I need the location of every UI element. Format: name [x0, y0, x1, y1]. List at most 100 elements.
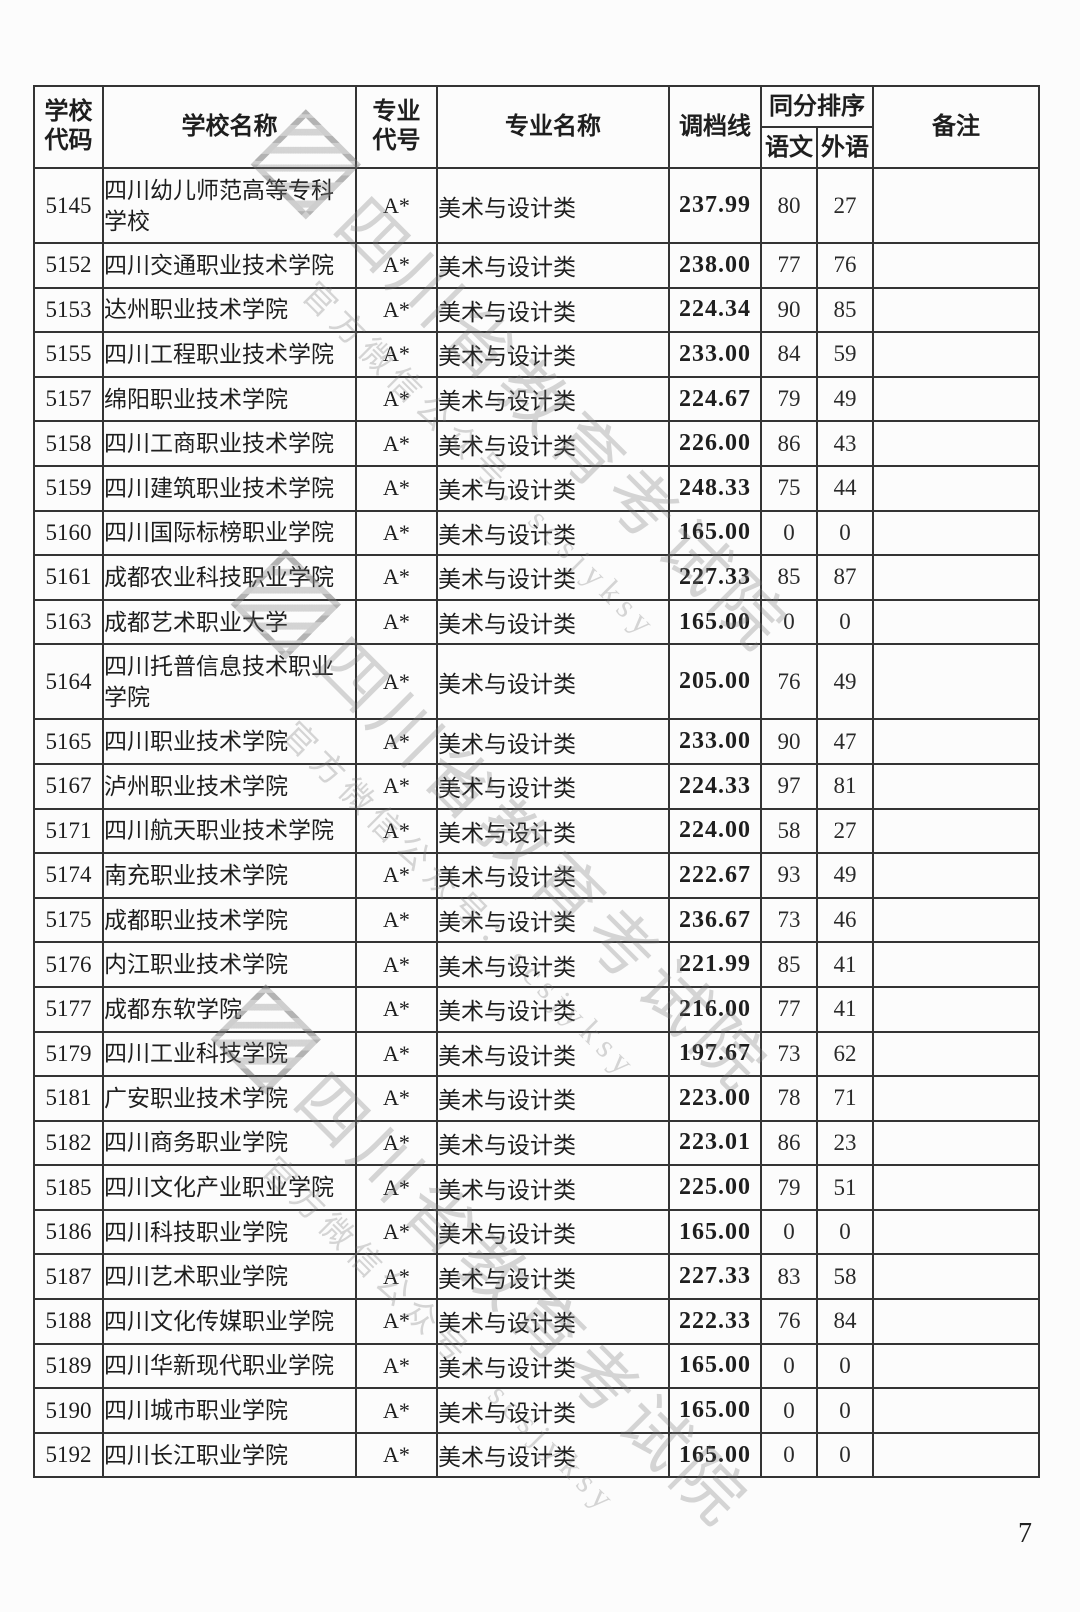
- table-header-row-2: 语文 外语: [34, 126, 1039, 169]
- cell-school-code: 5167: [33, 762, 104, 810]
- cell-school-name: 成都职业技术学院: [102, 896, 357, 944]
- cell-school-name: 四川幼儿师范高等专科学校: [102, 167, 357, 244]
- cell-cutoff: 165.00: [668, 1208, 762, 1256]
- cell-school-code: 5174: [33, 852, 104, 899]
- cell-chinese-score: 86: [760, 420, 818, 467]
- table-row: 5159 四川建筑职业技术学院 A* 美术与设计类 248.33 75 44: [33, 464, 1040, 512]
- cell-school-code: 5145: [33, 167, 104, 244]
- score-table-body: 5145 四川幼儿师范高等专科学校 A* 美术与设计类 237.99 80 27 5152 四川…: [33, 167, 1040, 1479]
- cell-major-code: A*: [355, 762, 438, 810]
- table-row: 5161 成都农业科技职业学院 A* 美术与设计类 227.33 85 87: [33, 554, 1040, 601]
- header-major-code: 专业代号: [355, 85, 438, 169]
- cell-foreign-score: 0: [816, 1342, 874, 1390]
- cell-note: [872, 464, 1040, 512]
- cell-cutoff: 223.00: [668, 1075, 762, 1122]
- cell-major-name: 美术与设计类: [436, 762, 670, 810]
- cell-school-name: 四川工商职业技术学院: [102, 420, 357, 467]
- cell-cutoff: 224.33: [668, 762, 762, 810]
- header-major-code-label: 专业代号: [372, 99, 421, 154]
- cell-note: [872, 1164, 1040, 1211]
- table-row: 5186 四川科技职业学院 A* 美术与设计类 165.00 0 0: [33, 1208, 1040, 1256]
- cell-major-code: A*: [355, 1298, 438, 1345]
- cell-major-name: 美术与设计类: [436, 1387, 670, 1434]
- cell-cutoff: 224.34: [668, 286, 762, 334]
- cell-note: [872, 643, 1040, 721]
- cell-chinese-score: 0: [760, 1342, 818, 1390]
- header-note: 备注: [872, 85, 1040, 169]
- table-row: 5165 四川职业技术学院 A* 美术与设计类 233.00 90 47: [33, 718, 1040, 765]
- cell-note: [872, 852, 1040, 899]
- cell-school-code: 5177: [33, 985, 104, 1033]
- cell-foreign-score: 81: [816, 762, 874, 810]
- cell-major-code: A*: [355, 1075, 438, 1122]
- cell-major-code: A*: [355, 985, 438, 1033]
- cell-foreign-score: 41: [816, 941, 874, 988]
- table-header: 学校代码 学校名称 专业代号 专业名称 调档线 同分排序 备注 语文 外语: [33, 85, 1040, 169]
- cell-school-code: 5157: [33, 375, 104, 423]
- cell-major-name: 美术与设计类: [436, 464, 670, 512]
- cell-note: [872, 509, 1040, 557]
- table-row: 5155 四川工程职业技术学院 A* 美术与设计类 233.00 84 59: [33, 331, 1040, 378]
- cell-major-name: 美术与设计类: [436, 1431, 670, 1479]
- cell-school-code: 5182: [33, 1119, 104, 1167]
- table-row: 5192 四川长江职业学院 A* 美术与设计类 165.00 0 0: [33, 1431, 1040, 1479]
- cell-major-code: A*: [355, 375, 438, 423]
- cell-school-name: 内江职业技术学院: [102, 941, 357, 988]
- cell-major-code: A*: [355, 852, 438, 899]
- cell-note: [872, 941, 1040, 988]
- table-row: 5163 成都艺术职业大学 A* 美术与设计类 165.00 0 0: [33, 598, 1040, 646]
- cell-school-code: 5159: [33, 464, 104, 512]
- cell-major-code: A*: [355, 1342, 438, 1390]
- table-row: 5171 四川航天职业技术学院 A* 美术与设计类 224.00 58 27: [33, 807, 1040, 855]
- cell-foreign-score: 27: [816, 807, 874, 855]
- cell-major-code: A*: [355, 509, 438, 557]
- cell-school-code: 5185: [33, 1164, 104, 1211]
- cell-school-name: 达州职业技术学院: [102, 286, 357, 334]
- cell-chinese-score: 90: [760, 718, 818, 765]
- cell-major-name: 美术与设计类: [436, 1164, 670, 1211]
- table-row: 5190 四川城市职业学院 A* 美术与设计类 165.00 0 0: [33, 1387, 1040, 1434]
- table-row: 5158 四川工商职业技术学院 A* 美术与设计类 226.00 86 43: [33, 420, 1040, 467]
- header-foreign-language: 外语: [816, 126, 874, 169]
- cell-foreign-score: 46: [816, 896, 874, 944]
- cell-major-code: A*: [355, 1030, 438, 1078]
- cell-major-name: 美术与设计类: [436, 1208, 670, 1256]
- header-school-code-label: 学校代码: [44, 99, 93, 154]
- cell-major-name: 美术与设计类: [436, 1342, 670, 1390]
- cell-foreign-score: 58: [816, 1253, 874, 1301]
- cell-chinese-score: 77: [760, 985, 818, 1033]
- cell-major-name: 美术与设计类: [436, 643, 670, 721]
- cell-cutoff: 222.33: [668, 1298, 762, 1345]
- cell-note: [872, 1030, 1040, 1078]
- admission-score-table: 学校代码 学校名称 专业代号 专业名称 调档线 同分排序 备注 语文 外语 51…: [33, 85, 1040, 1479]
- cell-school-code: 5187: [33, 1253, 104, 1301]
- cell-major-code: A*: [355, 1208, 438, 1256]
- cell-cutoff: 165.00: [668, 598, 762, 646]
- cell-cutoff: 197.67: [668, 1030, 762, 1078]
- cell-chinese-score: 80: [760, 167, 818, 244]
- cell-major-name: 美术与设计类: [436, 598, 670, 646]
- cell-chinese-score: 73: [760, 896, 818, 944]
- cell-major-code: A*: [355, 643, 438, 721]
- cell-major-code: A*: [355, 464, 438, 512]
- cell-major-name: 美术与设计类: [436, 1253, 670, 1301]
- cell-chinese-score: 97: [760, 762, 818, 810]
- cell-school-code: 5181: [33, 1075, 104, 1122]
- cell-foreign-score: 71: [816, 1075, 874, 1122]
- cell-school-name: 四川国际标榜职业学院: [102, 509, 357, 557]
- cell-chinese-score: 58: [760, 807, 818, 855]
- cell-school-name: 四川城市职业学院: [102, 1387, 357, 1434]
- cell-cutoff: 248.33: [668, 464, 762, 512]
- cell-school-code: 5158: [33, 420, 104, 467]
- table-row: 5153 达州职业技术学院 A* 美术与设计类 224.34 90 85: [33, 286, 1040, 334]
- cell-chinese-score: 76: [760, 643, 818, 721]
- cell-cutoff: 227.33: [668, 1253, 762, 1301]
- cell-foreign-score: 23: [816, 1119, 874, 1167]
- cell-chinese-score: 0: [760, 509, 818, 557]
- cell-school-code: 5164: [33, 643, 104, 721]
- table-row: 5189 四川华新现代职业学院 A* 美术与设计类 165.00 0 0: [33, 1342, 1040, 1390]
- table-row: 5174 南充职业技术学院 A* 美术与设计类 222.67 93 49: [33, 852, 1040, 899]
- cell-chinese-score: 83: [760, 1253, 818, 1301]
- cell-note: [872, 762, 1040, 810]
